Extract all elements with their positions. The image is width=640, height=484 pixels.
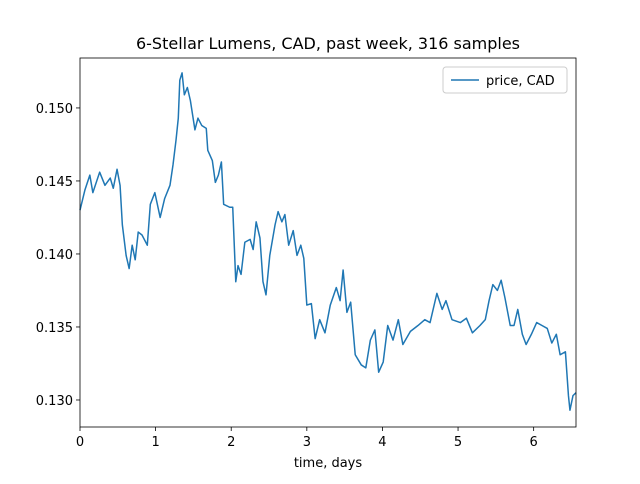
- price-line: [79, 72, 577, 411]
- x-axis-label: time, days: [294, 456, 363, 471]
- legend-box: [442, 66, 568, 94]
- x-tick-label: 2: [227, 435, 235, 450]
- x-tick-label: 3: [303, 435, 311, 450]
- x-tick-label: 5: [454, 435, 462, 450]
- y-tick-label: 0.135: [36, 321, 73, 336]
- y-tick-label: 0.140: [36, 248, 73, 263]
- x-tick-label: 6: [530, 435, 538, 450]
- x-tick-label: 1: [151, 435, 159, 450]
- x-tick-label: 4: [378, 435, 386, 450]
- x-tick-label: 0: [76, 435, 84, 450]
- y-tick-label: 0.145: [36, 175, 73, 190]
- y-tick-label: 0.130: [36, 394, 73, 409]
- plot-frame: [79, 57, 577, 428]
- chart-title: 6-Stellar Lumens, CAD, past week, 316 sa…: [136, 34, 520, 53]
- legend-label: price, CAD: [486, 74, 555, 89]
- y-tick-label: 0.150: [36, 102, 73, 117]
